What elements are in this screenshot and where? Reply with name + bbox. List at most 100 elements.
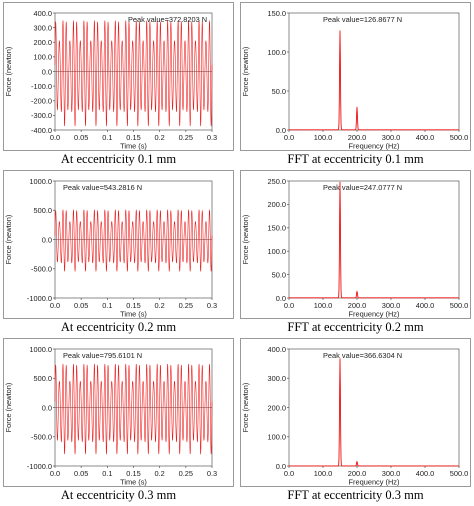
- y-tick-label: 500.0: [34, 206, 53, 215]
- y-tick-label: 0.0: [276, 126, 286, 135]
- chart-caption: FFT at eccentricity 0.1 mm: [287, 152, 424, 166]
- chart-caption: At eccentricity 0.3 mm: [60, 488, 177, 502]
- y-tick-label: 50.0: [272, 270, 286, 279]
- x-axis-label: Frequency (Hz): [349, 478, 400, 487]
- x-tick-label: 0.1: [102, 469, 112, 478]
- peak-annotation: Peak value=366.6304 N: [323, 351, 402, 360]
- x-tick-label: 300.0: [382, 133, 401, 142]
- y-tick-label: -500.0: [31, 265, 52, 274]
- x-tick-label: 100.0: [314, 469, 333, 478]
- y-axis-label: Force (newton): [241, 383, 250, 433]
- y-axis-label: Force (newton): [241, 215, 250, 265]
- series-line: [54, 20, 213, 127]
- y-tick-label: 400.0: [34, 9, 53, 18]
- y-tick-label: 100.0: [268, 247, 287, 256]
- x-tick-label: 0.0: [284, 469, 294, 478]
- x-tick-label: 500.0: [450, 133, 469, 142]
- x-tick-label: 0.25: [179, 133, 193, 142]
- y-tick-label: 0.0: [276, 294, 286, 303]
- y-tick-label: -1000.0: [27, 462, 52, 471]
- x-tick-label: 200.0: [348, 133, 367, 142]
- chart-caption: FFT at eccentricity 0.2 mm: [287, 320, 424, 334]
- plot-area: [288, 348, 460, 467]
- plot-area: [288, 180, 460, 299]
- series-line: [288, 30, 460, 131]
- peak-annotation: Peak value=372.8203 N: [128, 15, 207, 24]
- chart-svg: 0.0 50.0 100.0 150.0 0.0 100.0 200.0 300.0 400.0…: [241, 9, 469, 151]
- y-tick-label: 0.0: [42, 235, 52, 244]
- x-tick-label: 500.0: [450, 301, 469, 310]
- x-tick-label: 0.05: [74, 133, 88, 142]
- chart-svg: 0.0 50.0 100.0 150.0 200.0 250.0 0.0 100.0 200.0…: [241, 177, 469, 319]
- x-tick-label: 0.2: [155, 301, 165, 310]
- x-tick-label: 300.0: [382, 301, 401, 310]
- x-tick-label: 0.0: [284, 301, 294, 310]
- y-tick-label: 200.0: [34, 38, 53, 47]
- chart-svg: 0.0 100.0 200.0 300.0 400.0 0.0 100.0 200.0 300.…: [241, 345, 468, 487]
- y-tick-label: 200.0: [268, 200, 287, 209]
- x-tick-label: 0.0: [50, 301, 60, 310]
- x-axis-label: Time (s): [120, 310, 147, 319]
- y-tick-label: 150.0: [268, 9, 287, 18]
- x-tick-label: 0.15: [126, 133, 140, 142]
- x-axis-label: Time (s): [120, 142, 147, 151]
- x-tick-label: 0.2: [155, 133, 165, 142]
- chart-svg: -400.0 -300.0 -200.0 -100.0 0.0 100.0 200.0 300…: [4, 9, 217, 151]
- peak-annotation: Peak value=795.6101 N: [63, 351, 142, 360]
- chart-svg: -1000.0 -500.0 0.0 500.0 1000.0 0.0 0.05 0.1 0.1…: [4, 177, 217, 319]
- chart-panel-2: FFT at eccentricity 0.1 mm 0.0 50.0 100.0 15…: [237, 0, 474, 168]
- x-tick-label: 0.2: [155, 469, 165, 478]
- y-tick-label: -200.0: [31, 97, 52, 106]
- y-tick-label: 500.0: [34, 374, 53, 383]
- x-tick-label: 400.0: [416, 133, 435, 142]
- series-line: [288, 358, 460, 467]
- y-axis-label: Force (newton): [241, 47, 250, 97]
- chart-panel-1: At eccentricity 0.1 mm -400.0 -300.0 -200.0…: [0, 0, 237, 168]
- x-tick-label: 0.3: [207, 469, 217, 478]
- y-tick-label: -100.0: [31, 82, 52, 91]
- x-tick-label: 0.3: [207, 133, 217, 142]
- peak-annotation: Peak value=247.0777 N: [323, 183, 402, 192]
- x-tick-label: 0.15: [126, 469, 140, 478]
- x-tick-label: 0.0: [284, 133, 294, 142]
- y-tick-label: -500.0: [31, 433, 52, 442]
- y-tick-label: 300.0: [34, 23, 53, 32]
- series-line: [54, 363, 213, 455]
- x-tick-label: 0.25: [179, 469, 193, 478]
- x-tick-label: 0.0: [50, 469, 60, 478]
- chart-svg: -1000.0 -500.0 0.0 500.0 1000.0 0.0 0.05 0.1 0.1…: [4, 345, 217, 487]
- x-tick-label: 0.05: [74, 469, 88, 478]
- chart-panel-4: FFT at eccentricity 0.2 mm 0.0 50.0 100.0 15…: [237, 168, 474, 336]
- y-tick-label: 1000.0: [29, 177, 52, 186]
- plot-area: [288, 12, 460, 131]
- chart-panel-6: FFT at eccentricity 0.3 mm 0.0 100.0 200.0 3…: [237, 336, 474, 504]
- x-axis-label: Frequency (Hz): [349, 142, 400, 151]
- chart-panel-5: At eccentricity 0.3 mm -1000.0 -500.0 0.0 50…: [0, 336, 237, 504]
- y-tick-label: 50.0: [272, 87, 286, 96]
- x-tick-label: 0.1: [102, 133, 112, 142]
- y-tick-label: 0.0: [42, 403, 52, 412]
- peak-annotation: Peak value=126.8677 N: [323, 15, 402, 24]
- x-tick-label: 0.3: [207, 301, 217, 310]
- y-tick-label: 250.0: [268, 177, 287, 186]
- y-tick-label: 0.0: [276, 462, 286, 471]
- y-tick-label: 100.0: [268, 48, 287, 57]
- x-tick-label: 0.1: [102, 301, 112, 310]
- x-tick-label: 100.0: [314, 133, 333, 142]
- x-tick-label: 0.15: [126, 301, 140, 310]
- x-tick-label: 400.0: [416, 469, 435, 478]
- series-line: [54, 209, 213, 272]
- y-tick-label: 1000.0: [29, 345, 52, 354]
- chart-panel-3: At eccentricity 0.2 mm -1000.0 -500.0 0.0 50…: [0, 168, 237, 336]
- y-tick-label: 0.0: [42, 67, 52, 76]
- y-tick-label: 150.0: [268, 224, 287, 233]
- chart-caption: At eccentricity 0.2 mm: [60, 320, 177, 334]
- y-tick-label: -300.0: [31, 111, 52, 120]
- y-axis-label: Force (newton): [4, 215, 13, 265]
- x-tick-label: 0.25: [179, 301, 193, 310]
- y-tick-label: 300.0: [268, 374, 287, 383]
- x-tick-label: 0.0: [50, 133, 60, 142]
- y-tick-label: 200.0: [268, 403, 287, 412]
- x-axis-label: Time (s): [120, 478, 147, 487]
